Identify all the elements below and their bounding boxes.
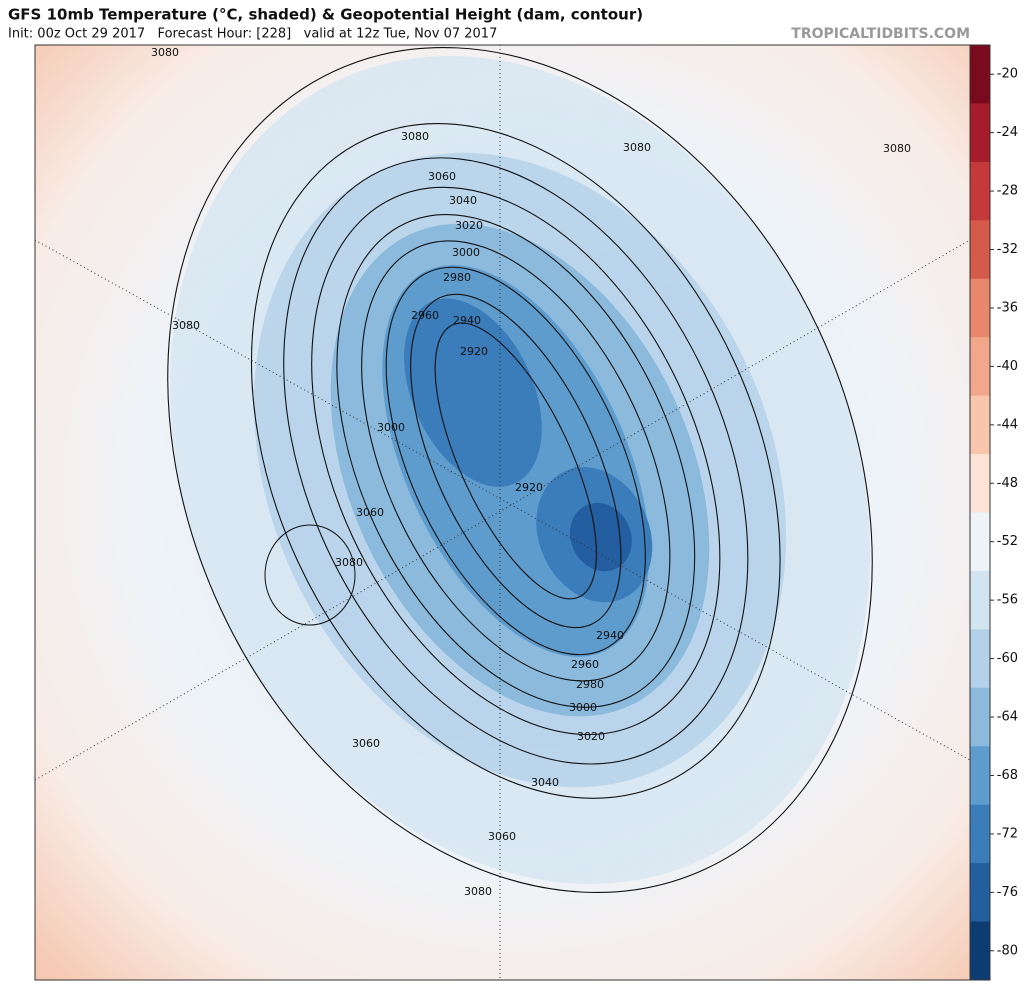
- colorbar-tick-label: -28: [997, 184, 1018, 199]
- colorbar-segment: [970, 512, 990, 572]
- contour-label: 2960: [411, 309, 439, 322]
- contour-label: 3040: [531, 776, 559, 789]
- colorbar-segment: [970, 746, 990, 806]
- colorbar-segment: [970, 454, 990, 513]
- colorbar-segment: [970, 921, 990, 981]
- contour-label: 3000: [452, 246, 480, 259]
- subtitle: Init: 00z Oct 29 2017 Forecast Hour: [22…: [8, 27, 497, 42]
- contour-label: 3060: [356, 506, 384, 519]
- contour-label: 2920: [460, 345, 488, 358]
- contour-label: 2920: [515, 481, 543, 494]
- colorbar-tick-label: -80: [997, 943, 1018, 958]
- contour-label: 2940: [453, 314, 481, 327]
- colorbar-tick-label: -48: [997, 476, 1018, 491]
- contour-label: 3080: [623, 141, 651, 154]
- contour-label: 3020: [577, 730, 605, 743]
- colorbar-tick-label: -32: [997, 242, 1018, 257]
- colorbar: -20 -24 -28 -32 -36 -40 -44 -48 -52 -56 -60 -64 -68 -…: [969, 44, 1018, 981]
- height-contours: [167, 46, 873, 894]
- colorbar-segment: [970, 337, 990, 397]
- height-contour: [264, 524, 356, 626]
- colorbar-segment: [970, 278, 990, 338]
- colorbar-tick-label: -44: [997, 417, 1018, 432]
- colorbar-segment: [970, 570, 990, 630]
- colorbar-frame: [969, 44, 991, 981]
- contour-label: 3080: [172, 319, 200, 332]
- contour-label: 3060: [352, 737, 380, 750]
- contour-label: 3040: [449, 194, 477, 207]
- colorbar-segment: [970, 629, 990, 689]
- colorbar-segment: [970, 220, 990, 280]
- colorbar-tick-label: -64: [997, 710, 1018, 725]
- colorbar-segment: [970, 161, 990, 221]
- colorbar-tick-label: -56: [997, 593, 1018, 608]
- contour-label: 2980: [443, 271, 471, 284]
- contour-label: 3080: [401, 130, 429, 143]
- colorbar-tick-label: -24: [997, 125, 1018, 140]
- title: GFS 10mb Temperature (°C, shaded) & Geop…: [8, 6, 643, 24]
- colorbar-tick-label: -20: [997, 67, 1018, 82]
- temperature-shading: [170, 56, 870, 884]
- colorbar-segment: [970, 863, 990, 923]
- contour-label: 3080: [883, 142, 911, 155]
- colorbar-segment: [970, 45, 990, 104]
- contour-label: 3060: [488, 830, 516, 843]
- colorbar-segment: [970, 804, 990, 864]
- colorbar-tick-label: -68: [997, 768, 1018, 783]
- watermark: TROPICALTIDBITS.COM: [791, 26, 970, 42]
- contour-label: 2980: [576, 678, 604, 691]
- contour-label: 3080: [151, 46, 179, 59]
- colorbar-tick-label: -52: [997, 534, 1018, 549]
- colorbar-segment: [970, 687, 990, 747]
- contour-label: 2940: [596, 629, 624, 642]
- contour-label: 3060: [428, 170, 456, 183]
- colorbar-segment: [970, 395, 990, 455]
- contour-label: 3000: [569, 701, 597, 714]
- colorbar-segment: [970, 103, 990, 163]
- colorbar-tick-label: -76: [997, 885, 1018, 900]
- contour-label: 3000: [377, 421, 405, 434]
- contour-label: 3080: [335, 556, 363, 569]
- contour-label: 3020: [455, 219, 483, 232]
- colorbar-tick-label: -36: [997, 300, 1018, 315]
- colorbar-tick-label: -72: [997, 826, 1018, 841]
- colorbar-tick-label: -40: [997, 359, 1018, 374]
- contour-labels: 3080 3080 3080 3080 3060 3040 3020 3000 2980 2960…: [151, 46, 911, 898]
- map: 3080 3080 3080 3080 3060 3040 3020 3000 2980 2960…: [35, 45, 970, 980]
- contour-label: 2960: [571, 658, 599, 671]
- contour-label: 3080: [464, 885, 492, 898]
- colorbar-tick-label: -60: [997, 651, 1018, 666]
